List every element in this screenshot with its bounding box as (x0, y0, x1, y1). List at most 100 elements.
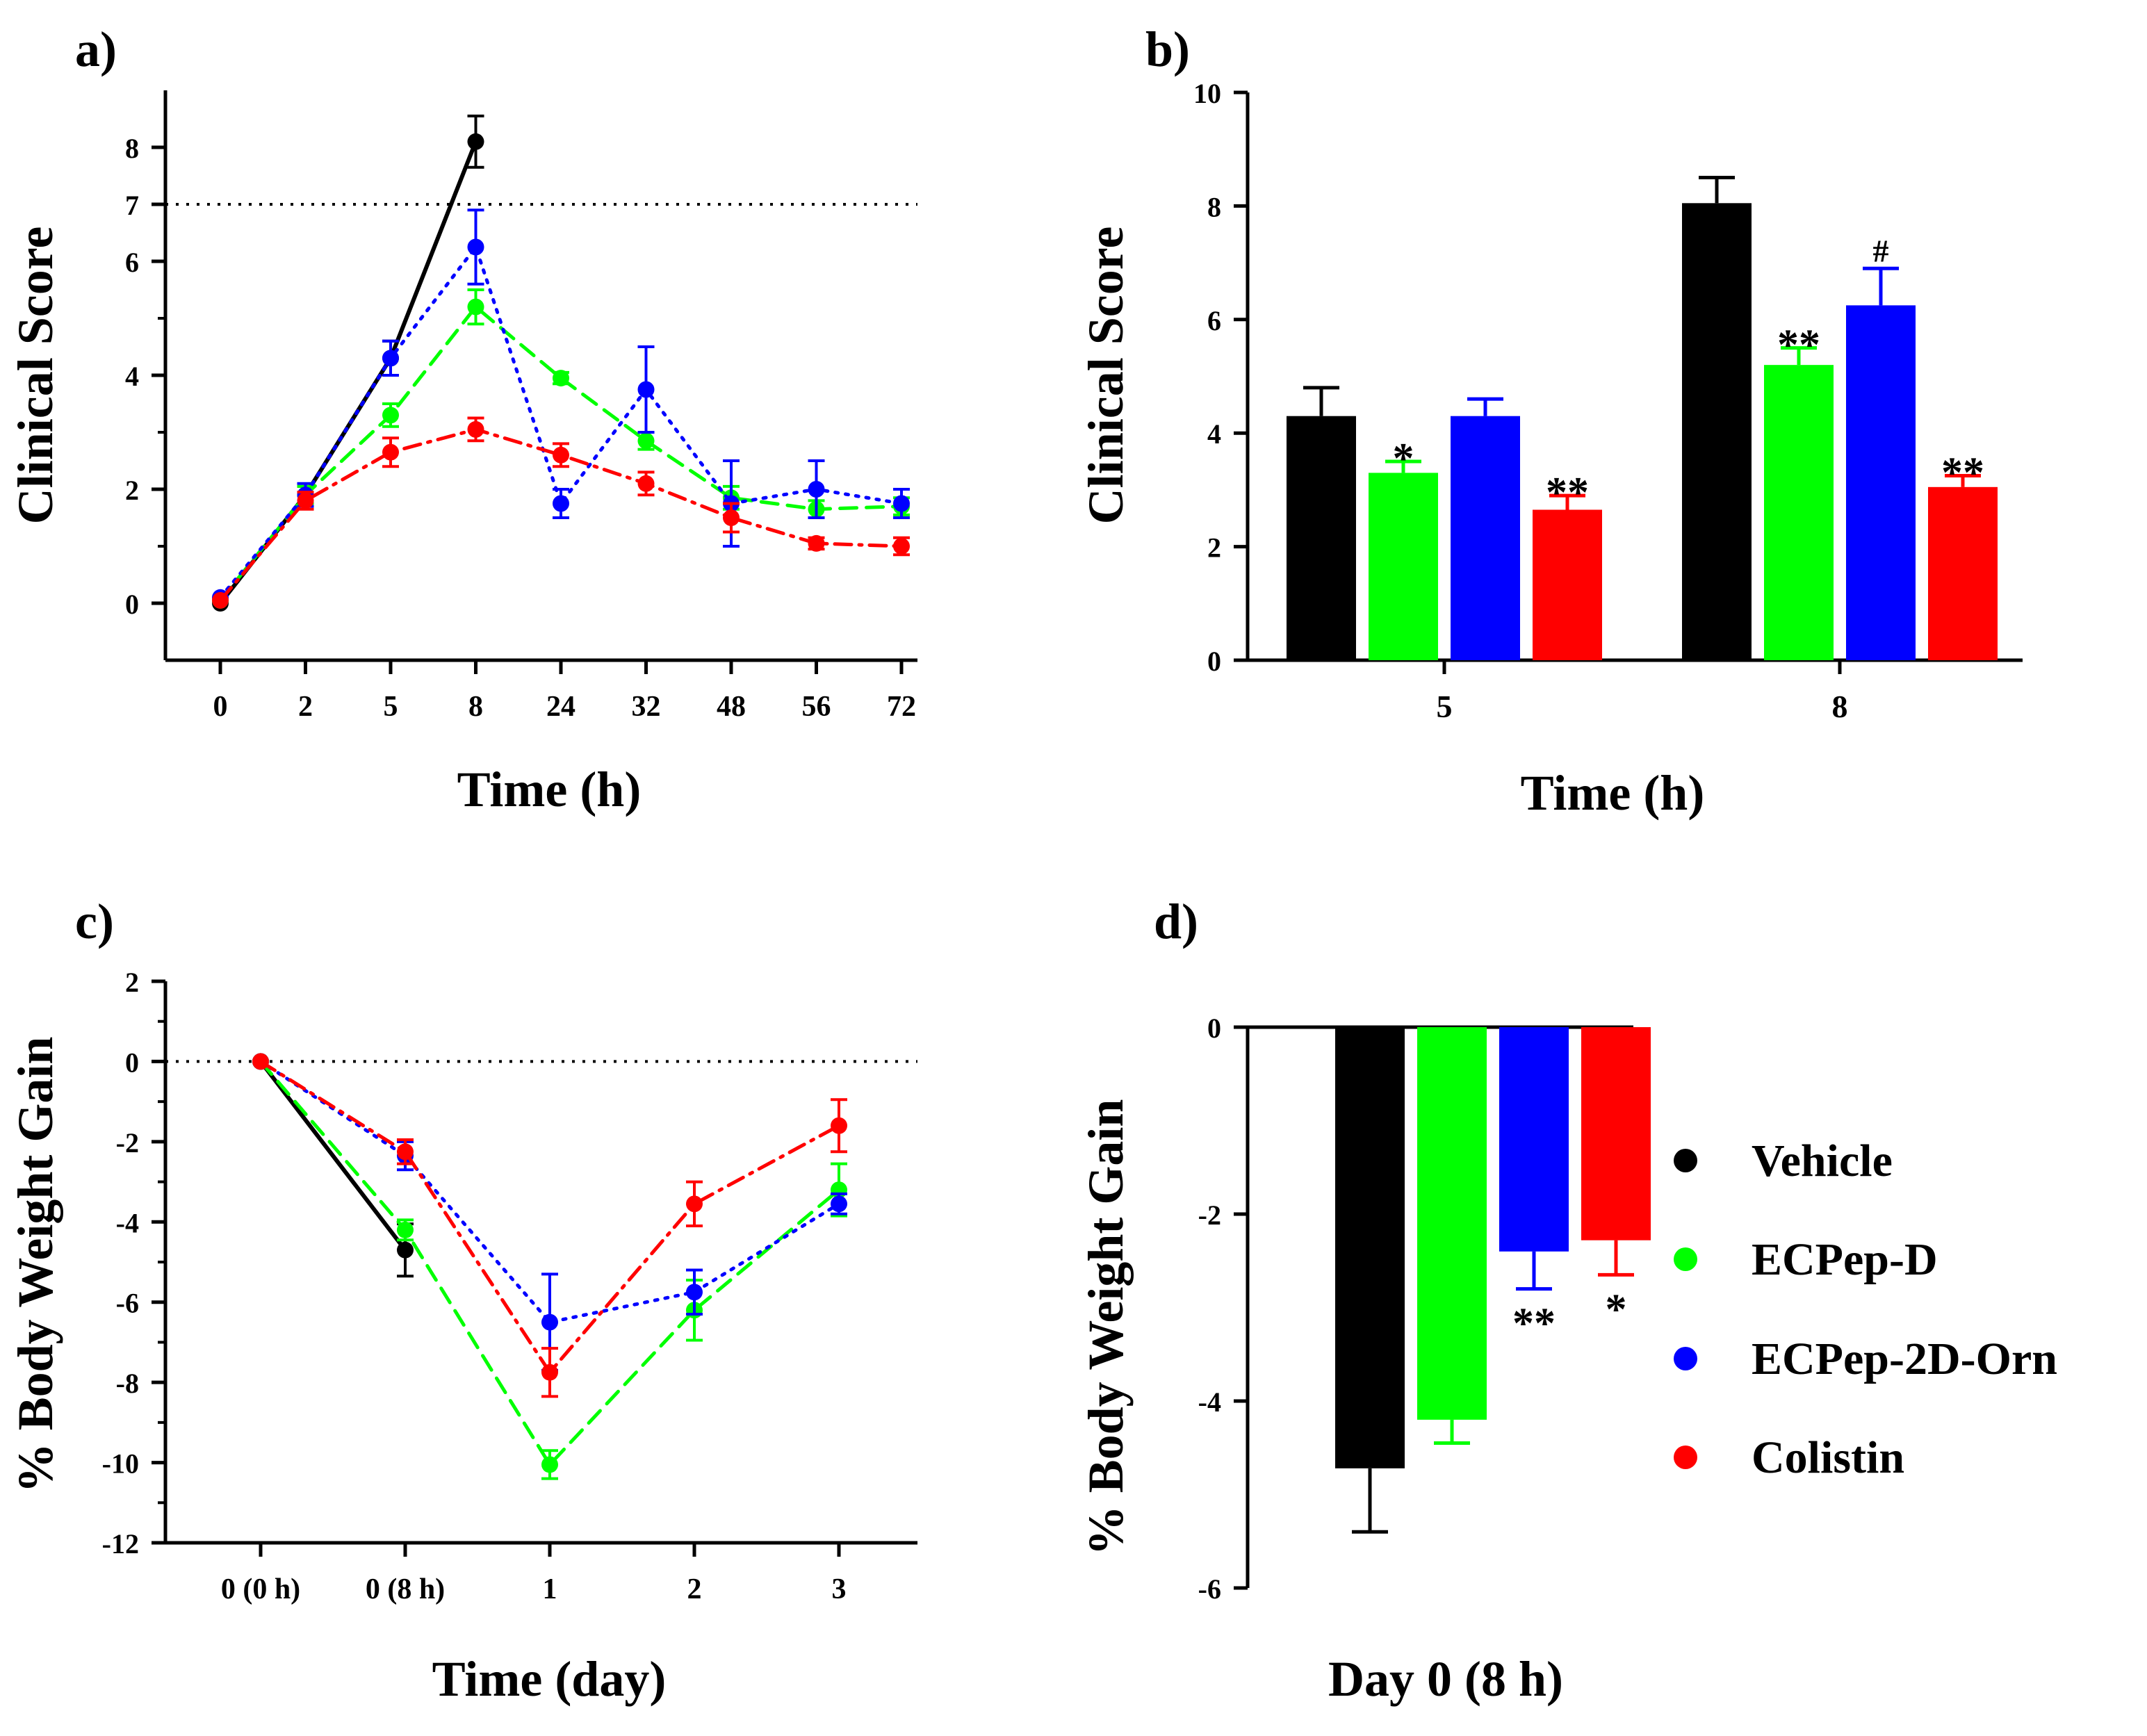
x-tick-label: 32 (632, 691, 661, 723)
y-tick-label: 8 (125, 133, 139, 164)
y-tick-label: -12 (102, 1528, 139, 1559)
series-line-ecpep-2d-orn (218, 243, 904, 600)
y-tick-label: -2 (116, 1127, 139, 1158)
data-point-vehicle (397, 1241, 414, 1259)
x-tick-label: 0 (213, 691, 228, 723)
panel-label: c) (75, 894, 114, 949)
y-axis-title: Clinical Score (8, 227, 63, 525)
y-tick-label: 4 (125, 361, 139, 392)
significance-label-colistin: * (1606, 1286, 1627, 1333)
data-point-ecpep-2d-orn (686, 1284, 703, 1301)
bar-vehicle (1287, 416, 1356, 660)
legend-marker-vehicle (1674, 1149, 1697, 1172)
bar-vehicle (1682, 203, 1752, 660)
y-tick-label: 4 (1207, 418, 1221, 450)
x-tick-label: 2 (687, 1573, 702, 1605)
x-tick-label: 72 (887, 691, 916, 723)
data-point-colistin (467, 420, 484, 438)
y-tick-label: 2 (1207, 532, 1221, 564)
y-tick-label: 2 (125, 967, 139, 998)
legend-label-vehicle: Vehicle (1752, 1136, 1893, 1186)
y-axis-title: Clinical Score (1078, 227, 1134, 525)
data-point-colistin (297, 492, 314, 509)
y-tick-label: -6 (116, 1288, 139, 1319)
y-tick-label: 7 (125, 190, 139, 221)
panel-c-chart: c) 2 0 -2 -4 -6 -8 -10 -12 Time (day) % Body Weigh… (8, 894, 917, 1707)
bar-ecpep-2d-orn (1451, 416, 1520, 660)
y-axis-title: % Body Weight Gain (1078, 1099, 1134, 1556)
data-point-ecpep-2d-orn (893, 495, 910, 512)
data-point-ecpep-2d-orn (808, 481, 825, 498)
data-point-ecpep-d (541, 1456, 558, 1473)
data-point-colistin (723, 509, 740, 526)
x-axis-title: Time (day) (432, 1651, 667, 1707)
bar-vehicle (1335, 1027, 1405, 1468)
y-tick-label: 2 (125, 475, 139, 506)
data-point-ecpep-2d-orn (541, 1313, 558, 1331)
data-point-ecpep-d (467, 298, 484, 316)
legend-label-ecpep-d: ECPep-D (1752, 1234, 1938, 1285)
legend-entry-ecpep-d: ECPep-D (1674, 1234, 1938, 1285)
y-axis-title: % Body Weight Gain (8, 1037, 63, 1493)
y-tick-label: 0 (1207, 1013, 1221, 1044)
data-point-vehicle (467, 133, 484, 150)
data-point-colistin (397, 1143, 414, 1161)
significance-label-ecpep-2d-orn: ** (1512, 1300, 1556, 1348)
data-point-colistin (808, 534, 825, 552)
significance-label-ecpep-d: ** (1777, 322, 1820, 369)
y-tick-label: 0 (125, 589, 139, 620)
data-point-colistin (637, 475, 655, 492)
y-tick-label: 0 (1207, 646, 1221, 677)
data-point-colistin (252, 1053, 269, 1070)
y-tick-label: -2 (1198, 1199, 1221, 1231)
x-tick-label: 48 (717, 691, 746, 723)
data-point-colistin (541, 1364, 558, 1381)
x-tick-label: 0 (0 h) (221, 1573, 300, 1605)
y-tick-label: 6 (125, 247, 139, 278)
y-tick-label: 10 (1193, 78, 1221, 109)
x-tick-label: 3 (832, 1573, 847, 1605)
data-point-ecpep-d (553, 370, 569, 387)
x-tick-label: 8 (1832, 689, 1848, 724)
data-point-colistin (212, 591, 229, 609)
legend-marker-ecpep-2d-orn (1674, 1347, 1697, 1370)
x-tick-label: 2 (298, 691, 313, 723)
x-tick-label: 8 (468, 691, 483, 723)
significance-label-ecpep-2d-orn: # (1873, 233, 1889, 268)
legend: Vehicle ECPep-D ECPep-2D-Orn Colistin (1674, 1136, 2057, 1483)
y-tick-label: -8 (116, 1368, 139, 1399)
panel-label: b) (1145, 22, 1190, 77)
x-axis-title: Time (h) (457, 762, 642, 817)
x-tick-label: 1 (543, 1573, 557, 1605)
legend-entry-ecpep-2d-orn: ECPep-2D-Orn (1674, 1334, 2057, 1384)
y-tick-label: -10 (102, 1448, 139, 1480)
series-line-ecpep-d (259, 1059, 841, 1468)
data-point-colistin (831, 1117, 847, 1134)
bar-colistin (1533, 509, 1602, 660)
x-tick-label: 56 (802, 691, 831, 723)
legend-entry-vehicle: Vehicle (1674, 1136, 1893, 1186)
x-axis-title: Time (h) (1521, 765, 1705, 821)
data-point-ecpep-2d-orn (467, 238, 484, 256)
bar-ecpep-2d-orn (1846, 305, 1916, 660)
data-point-colistin (382, 443, 399, 461)
y-tick-label: 8 (1207, 191, 1221, 222)
legend-label-ecpep-2d-orn: ECPep-2D-Orn (1752, 1334, 2057, 1384)
data-point-ecpep-d (637, 432, 655, 450)
bar-ecpep-d (1764, 365, 1834, 660)
x-tick-label: 5 (1437, 689, 1453, 724)
panel-label: d) (1154, 894, 1198, 949)
x-tick-label: 5 (384, 691, 398, 723)
data-point-colistin (686, 1195, 703, 1213)
bar-ecpep-2d-orn (1499, 1027, 1569, 1252)
data-point-colistin (893, 538, 910, 555)
data-point-ecpep-2d-orn (382, 350, 399, 367)
y-tick-label: -4 (1198, 1386, 1221, 1418)
data-point-ecpep-2d-orn (831, 1195, 847, 1213)
significance-label-ecpep-d: * (1393, 435, 1414, 482)
bar-ecpep-d (1369, 473, 1438, 660)
